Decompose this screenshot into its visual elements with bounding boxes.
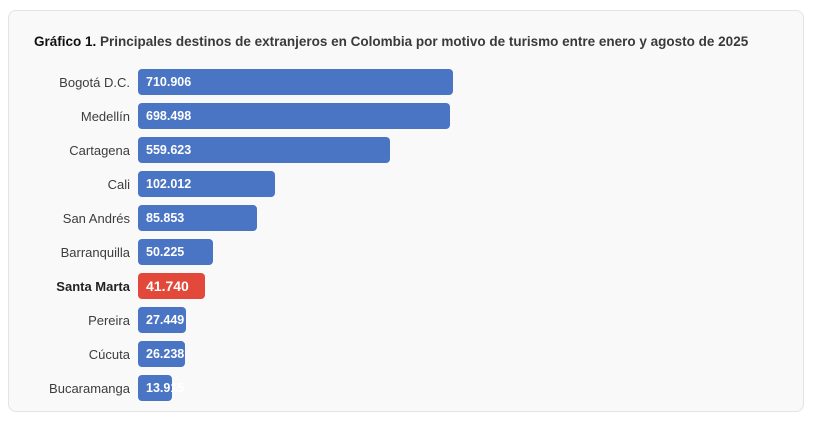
value-label: 102.012 (146, 177, 192, 191)
value-label: 698.498 (146, 109, 192, 123)
value-label: 13.915 (146, 381, 185, 395)
chart-title-prefix: Gráfico 1. (34, 34, 97, 49)
bar: 50.225 (138, 239, 213, 265)
category-label: Cali (107, 176, 130, 192)
category-label: Pereira (88, 312, 130, 328)
value-label: 85.853 (146, 211, 185, 225)
category-label: San Andrés (62, 210, 130, 226)
value-label: 710.906 (146, 75, 192, 89)
category-label: Medellín (80, 108, 130, 124)
bar: 27.449 (138, 307, 186, 333)
category-label: Santa Marta (56, 278, 130, 294)
bar: 13.915 (138, 375, 184, 401)
bar: 102.012 (138, 171, 275, 197)
value-label: 27.449 (146, 313, 185, 327)
value-label: 50.225 (146, 245, 185, 259)
chart-row: Barranquilla 50.225 (9, 239, 803, 265)
bar: 698.498 (138, 103, 450, 129)
chart-row: Pereira 27.449 (9, 307, 803, 333)
category-label: Bogotá D.C. (59, 74, 130, 90)
category-label: Cartagena (69, 142, 130, 158)
bar: 559.623 (138, 137, 390, 163)
chart-row: Santa Marta 41.740 (9, 273, 803, 299)
value-label: 41.740 (146, 278, 189, 294)
bar: 26.238 (138, 341, 185, 367)
bar: 85.853 (138, 205, 257, 231)
category-label: Barranquilla (60, 244, 130, 260)
chart-row: Bogotá D.C. 710.906 (9, 69, 803, 95)
chart-row: Cali 102.012 (9, 171, 803, 197)
value-label: 559.623 (146, 143, 192, 157)
chart-title: Gráfico 1. Principales destinos de extra… (34, 33, 748, 50)
bar: 41.740 (138, 273, 205, 299)
category-label: Cúcuta (88, 346, 130, 362)
chart-title-text: Principales destinos de extranjeros en C… (96, 34, 749, 49)
category-label: Bucaramanga (49, 380, 130, 396)
bar-chart: Bogotá D.C. 710.906 Medellín 698.498 Car… (9, 69, 803, 409)
chart-row: Bucaramanga 13.915 (9, 375, 803, 401)
chart-row: San Andrés 85.853 (9, 205, 803, 231)
bar: 710.906 (138, 69, 453, 95)
chart-row: Cartagena 559.623 (9, 137, 803, 163)
chart-card: Gráfico 1. Principales destinos de extra… (8, 10, 804, 412)
chart-row: Cúcuta 26.238 (9, 341, 803, 367)
chart-row: Medellín 698.498 (9, 103, 803, 129)
value-label: 26.238 (146, 347, 185, 361)
